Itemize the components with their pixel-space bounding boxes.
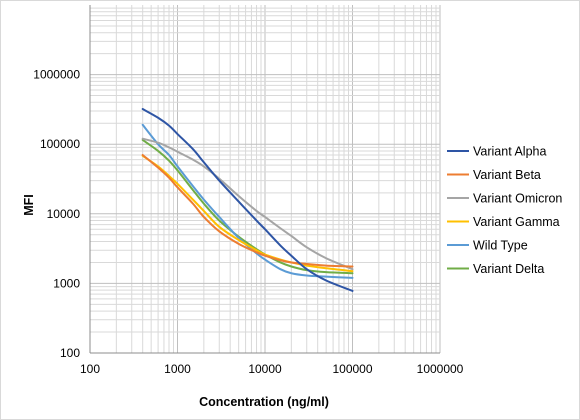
x-tick-label: 1000 [164,362,191,376]
legend-item-variant-omicron: Variant Omicron [447,192,562,206]
x-axis-title: Concentration (ng/ml) [199,395,329,409]
x-tick-label: 10000 [248,362,282,376]
series-line-variant-beta [141,153,354,268]
series-line-variant-alpha [141,108,354,292]
legend-label: Variant Delta [473,262,544,276]
y-axis-title: MFI [22,194,36,216]
legend-label: Variant Alpha [473,145,546,159]
legend-label: Variant Gamma [473,215,560,229]
legend-item-variant-delta: Variant Delta [447,262,544,276]
y-tick-label: 100000 [40,137,80,151]
x-tick-label: 100 [80,362,100,376]
legend-item-wild-type: Wild Type [447,239,528,253]
x-tick-label: 1000000 [417,362,464,376]
legend-item-variant-gamma: Variant Gamma [447,215,560,229]
y-tick-label: 1000000 [33,68,80,82]
legend-item-variant-beta: Variant Beta [447,168,541,182]
legend-label: Variant Omicron [473,192,562,206]
legend-label: Wild Type [473,239,528,253]
y-tick-label: 1000 [53,276,80,290]
legend-label: Variant Beta [473,168,541,182]
gridlines [89,5,441,354]
series-lines [141,108,354,292]
series-line-variant-omicron [141,137,354,271]
y-tick-label: 10000 [47,207,81,221]
axes: 100 1000 10000 100000 1000000 100 1000 10000 100… [33,5,464,376]
x-tick-label: 100000 [332,362,372,376]
series-line-wild-type [141,123,354,279]
legend: Variant Alpha Variant Beta Variant Omicron… [447,145,562,276]
y-tick-label: 100 [60,346,80,360]
legend-item-variant-alpha: Variant Alpha [447,145,546,159]
